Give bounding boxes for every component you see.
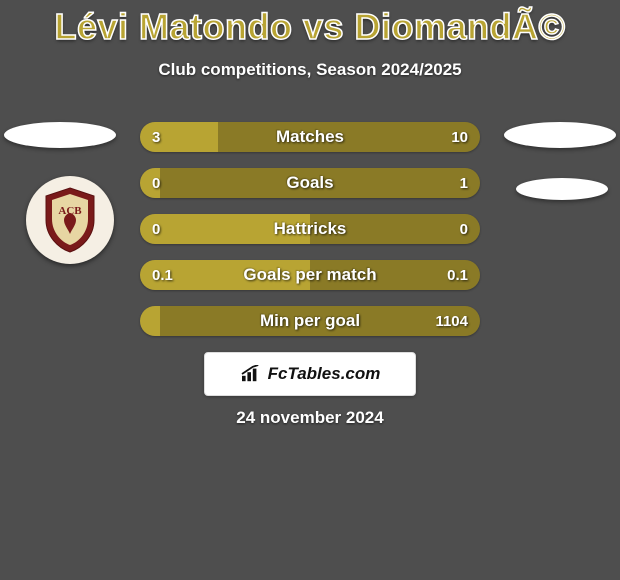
subtitle: Club competitions, Season 2024/2025: [0, 60, 620, 80]
stat-row: Hattricks00: [140, 214, 480, 244]
stat-bar-right: [160, 306, 480, 336]
club-left-crest: ACB: [26, 176, 114, 264]
stat-bar-left: [140, 214, 310, 244]
stat-bar-right: [310, 214, 480, 244]
stat-value-left: 0: [152, 214, 160, 244]
shield-icon: ACB: [42, 186, 98, 254]
stat-row: Goals per match0.10.1: [140, 260, 480, 290]
bar-chart-icon: [240, 365, 262, 383]
comparison-infographic: Lévi Matondo vs DiomandÃ© Club competiti…: [0, 0, 620, 580]
page-title: Lévi Matondo vs DiomandÃ©: [0, 0, 620, 48]
stat-value-right: 0: [460, 214, 468, 244]
player-left-placeholder: [4, 122, 116, 148]
stat-row: Matches310: [140, 122, 480, 152]
stat-value-right: 10: [451, 122, 468, 152]
stat-value-left: 3: [152, 122, 160, 152]
report-date: 24 november 2024: [0, 408, 620, 428]
stat-value-right: 1104: [435, 306, 468, 336]
stat-bar-right: [218, 122, 480, 152]
source-badge[interactable]: FcTables.com: [204, 352, 416, 396]
stat-value-right: 0.1: [447, 260, 468, 290]
stat-value-right: 1: [460, 168, 468, 198]
stat-row: Min per goal1104: [140, 306, 480, 336]
stat-value-left: 0.1: [152, 260, 173, 290]
stat-bar-left: [140, 306, 160, 336]
club-right-placeholder: [516, 178, 608, 200]
source-badge-text: FcTables.com: [268, 364, 381, 384]
player-right-placeholder: [504, 122, 616, 148]
stat-bar-right: [160, 168, 480, 198]
stats-bars: Matches310Goals01Hattricks00Goals per ma…: [140, 122, 480, 352]
stat-value-left: 0: [152, 168, 160, 198]
stat-row: Goals01: [140, 168, 480, 198]
